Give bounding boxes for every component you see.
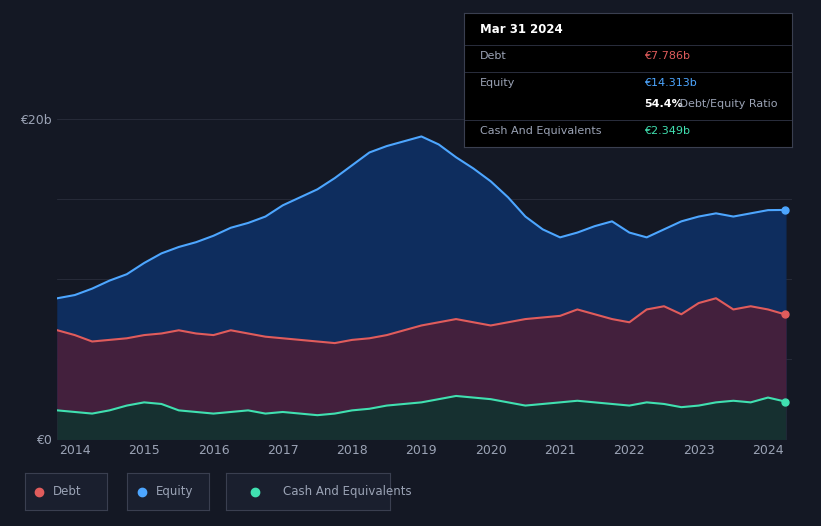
Text: Equity: Equity — [480, 77, 516, 87]
Text: Debt/Equity Ratio: Debt/Equity Ratio — [676, 99, 777, 109]
Text: €14.313b: €14.313b — [644, 77, 697, 87]
Text: Cash And Equivalents: Cash And Equivalents — [480, 126, 602, 136]
Text: €7.786b: €7.786b — [644, 50, 690, 60]
Text: 54.4%: 54.4% — [644, 99, 683, 109]
Text: Mar 31 2024: Mar 31 2024 — [480, 23, 563, 36]
Text: Debt: Debt — [53, 485, 82, 498]
Text: €2.349b: €2.349b — [644, 126, 690, 136]
Text: Debt: Debt — [480, 50, 507, 60]
Text: Cash And Equivalents: Cash And Equivalents — [283, 485, 412, 498]
Text: Equity: Equity — [156, 485, 194, 498]
